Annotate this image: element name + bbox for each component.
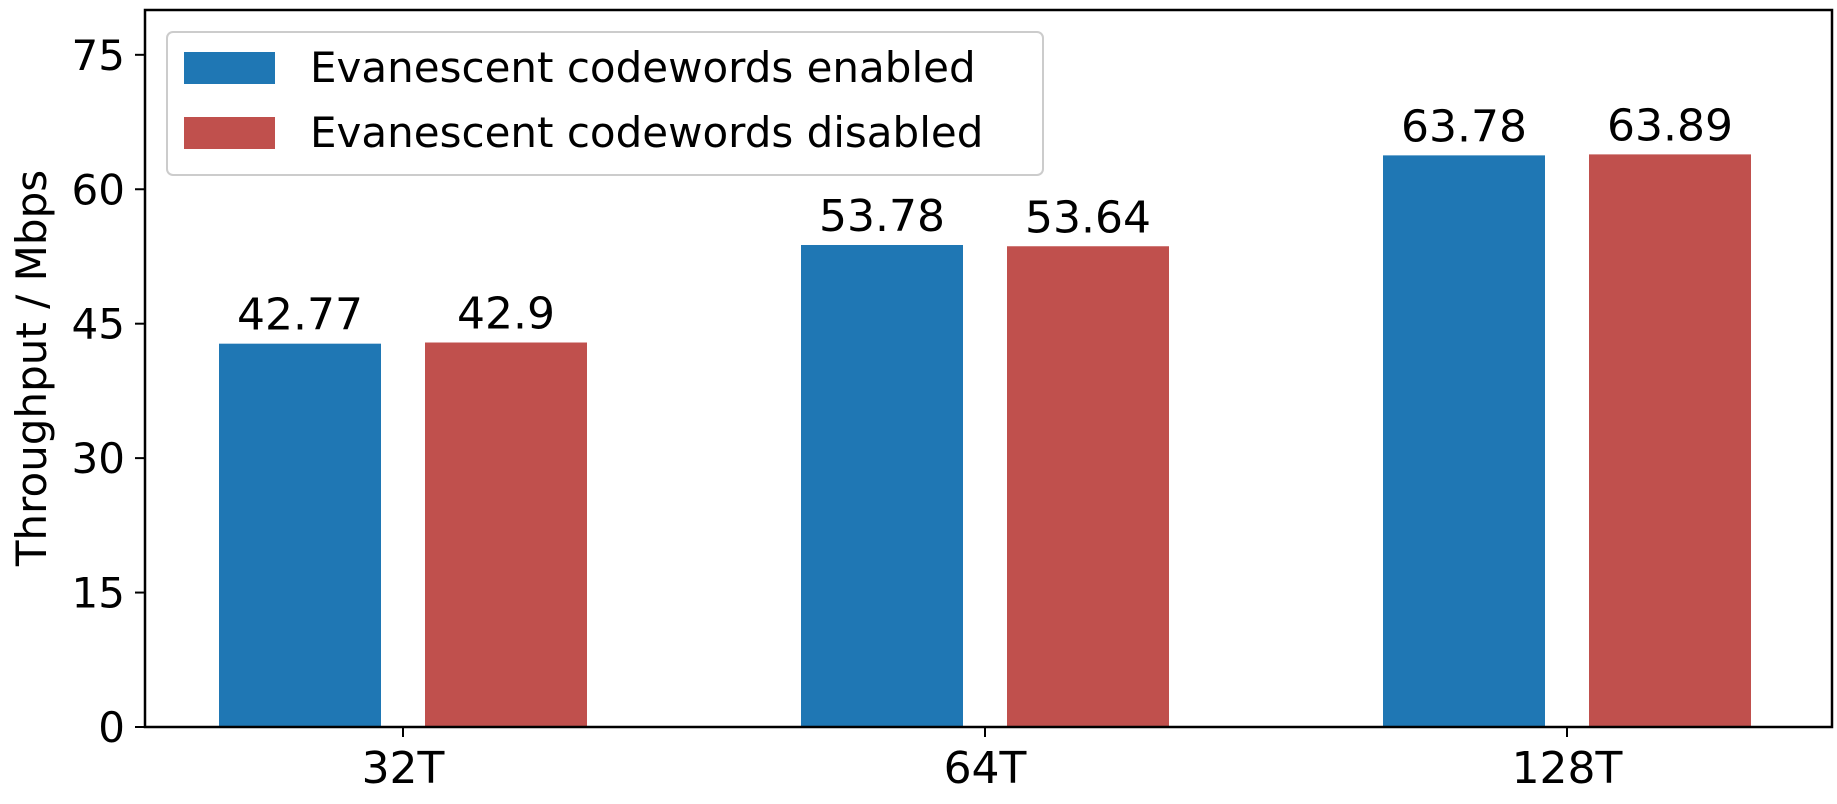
bar-enabled-128T bbox=[1383, 155, 1545, 727]
data-label-disabled-32T: 42.9 bbox=[457, 289, 555, 340]
x-tick-label: 64T bbox=[944, 743, 1027, 794]
data-label-disabled-64T: 53.64 bbox=[1025, 192, 1151, 243]
data-label-enabled-64T: 53.78 bbox=[819, 191, 945, 242]
y-tick-label: 60 bbox=[72, 165, 125, 214]
x-axis: 32T 64T 128T bbox=[362, 727, 1623, 794]
bar-disabled-128T bbox=[1589, 154, 1751, 728]
bars-layer bbox=[219, 154, 1751, 728]
data-labels-layer: 42.77 53.78 63.78 42.9 53.64 63.89 bbox=[237, 100, 1733, 340]
y-tick-label: 15 bbox=[72, 569, 125, 618]
legend-label-enabled: Evanescent codewords enabled bbox=[310, 43, 976, 92]
plot-frame bbox=[143, 8, 1834, 729]
bar-disabled-64T bbox=[1007, 246, 1169, 727]
y-tick-label: 0 bbox=[98, 703, 125, 752]
y-tick-label: 45 bbox=[72, 300, 125, 349]
y-tick-label: 30 bbox=[72, 434, 125, 483]
y-axis: 0 15 30 45 60 75 bbox=[72, 31, 145, 752]
y-axis-title: Throughput / Mbps bbox=[7, 170, 56, 567]
x-tick-label: 128T bbox=[1512, 743, 1623, 794]
y-tick-label: 75 bbox=[72, 31, 125, 80]
bar-enabled-64T bbox=[801, 244, 963, 727]
data-label-enabled-128T: 63.78 bbox=[1401, 101, 1527, 152]
bar-disabled-32T bbox=[425, 342, 587, 727]
data-label-disabled-128T: 63.89 bbox=[1607, 100, 1733, 151]
legend-label-disabled: Evanescent codewords disabled bbox=[310, 108, 983, 157]
legend-swatch-enabled bbox=[184, 52, 275, 84]
legend-frame bbox=[166, 31, 1044, 176]
legend-swatch-disabled bbox=[184, 117, 275, 149]
data-label-enabled-32T: 42.77 bbox=[237, 290, 363, 341]
legend: Evanescent codewords enabled Evanescent … bbox=[166, 31, 1044, 176]
bar-enabled-32T bbox=[219, 343, 381, 727]
x-tick-label: 32T bbox=[362, 743, 445, 794]
